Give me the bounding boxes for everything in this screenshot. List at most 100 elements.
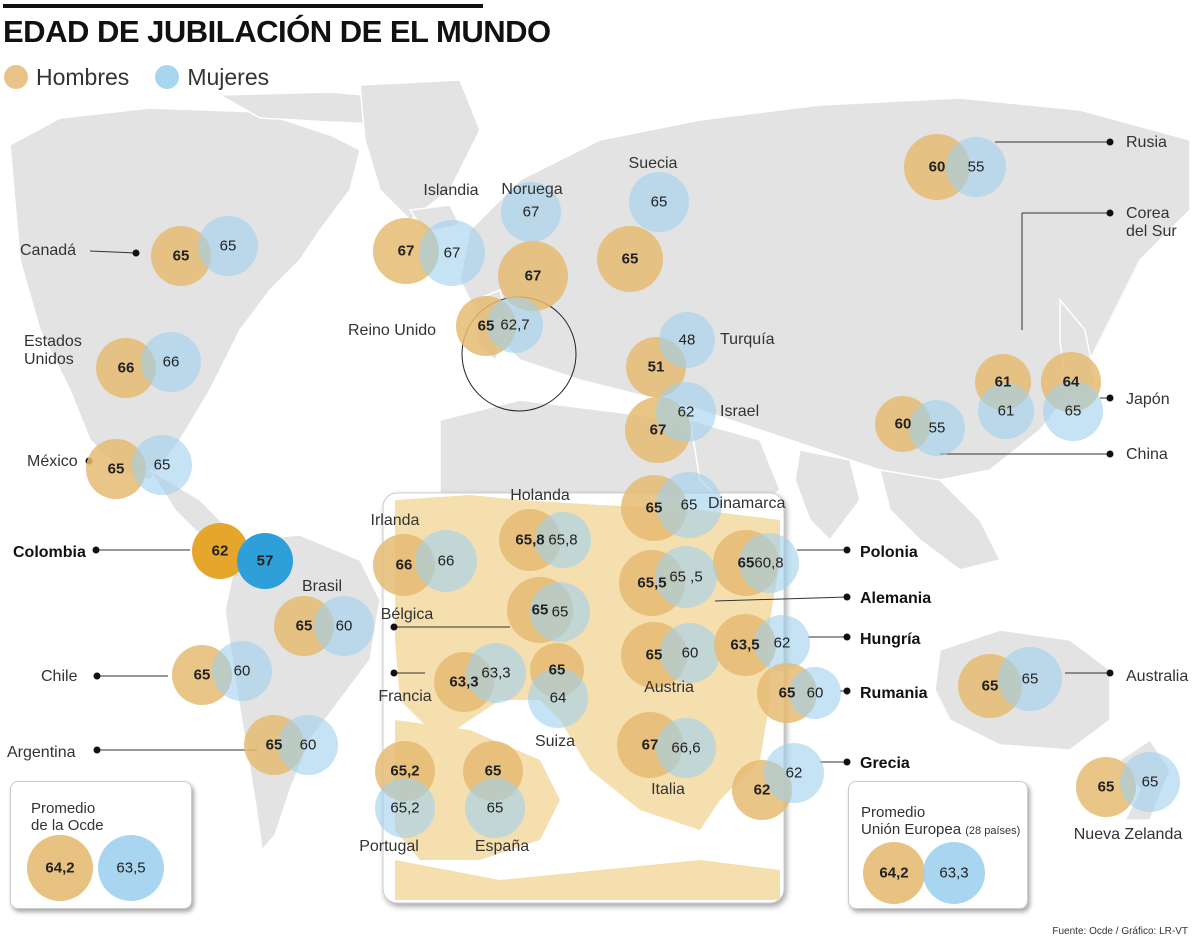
country-label-rusia: Rusia xyxy=(1126,134,1167,151)
legend-swatch-women xyxy=(155,65,180,89)
men-value-chile: 65 xyxy=(194,667,211,684)
leader-line-alemania xyxy=(714,596,848,602)
country-label-suecia: Suecia xyxy=(629,155,678,172)
men-value-mexico: 65 xyxy=(108,461,125,478)
women-value-grecia: 62 xyxy=(786,765,803,782)
eu-average-title-note: (28 países) xyxy=(965,825,1021,837)
women-bubble-alemania xyxy=(655,546,717,608)
legend-item-women: Mujeres xyxy=(155,64,269,91)
men-value-francia: 63,3 xyxy=(449,674,478,691)
leader-dot-colombia xyxy=(92,546,100,554)
ocde-average-title: Promedio de la Ocde xyxy=(31,800,104,834)
women-bubble-australia xyxy=(998,647,1062,711)
source-note: Fuente: Ocde / Gráfico: LR-VT xyxy=(1052,926,1188,937)
men-value-rusia: 60 xyxy=(929,159,946,176)
men-value-turquia: 51 xyxy=(648,359,665,376)
country-label-italia: Italia xyxy=(651,781,685,798)
country-label-hungria: Hungría xyxy=(860,631,921,648)
women-bubble-reino-unido xyxy=(487,297,543,353)
land-greenland xyxy=(359,79,481,221)
women-value-israel: 62 xyxy=(678,404,695,421)
women-bubble-japon xyxy=(1043,381,1103,441)
men-value-suiza: 65 xyxy=(549,662,566,679)
ocde-women-value: 63,5 xyxy=(116,860,145,877)
women-bubble-brasil xyxy=(314,596,374,656)
women-bubble-belgica xyxy=(530,582,590,642)
men-value-corea-del-sur: 61 xyxy=(995,374,1012,391)
women-value-italia: 66,6 xyxy=(671,740,700,757)
women-bubble-estados-unidos xyxy=(141,332,201,392)
men-value-polonia: 65 xyxy=(738,555,755,572)
women-value-turquia: 48 xyxy=(679,332,696,349)
country-label-dinamarca: Dinamarca xyxy=(708,495,785,512)
men-value-australia: 65 xyxy=(982,678,999,695)
women-bubble-grecia xyxy=(764,743,824,803)
women-bubble-noruega xyxy=(501,182,561,242)
eu-average-title-line1: Promedio xyxy=(861,804,926,821)
country-label-belgica: Bélgica xyxy=(381,606,434,623)
men-bubble-canada xyxy=(151,226,211,286)
leader-line-corea-del-sur xyxy=(1021,212,1110,330)
ocde-average-title-line2: de la Ocde xyxy=(31,817,104,834)
men-value-reino-unido: 65 xyxy=(478,318,495,335)
country-label-japon: Japón xyxy=(1126,391,1170,408)
women-value-estados-unidos: 66 xyxy=(163,354,180,371)
men-bubble-estados-unidos xyxy=(96,338,156,398)
country-label-islandia: Islandia xyxy=(423,182,478,199)
men-value-argentina: 65 xyxy=(266,737,283,754)
women-value-argentina: 60 xyxy=(300,737,317,754)
men-value-islandia: 67 xyxy=(398,243,415,260)
women-bubble-hungria xyxy=(754,615,810,671)
land-north-america xyxy=(9,107,361,481)
ocde-average-bubbles: 64,2 63,5 xyxy=(27,835,164,901)
women-value-reino-unido: 62,7 xyxy=(500,317,529,334)
men-value-estados-unidos: 66 xyxy=(118,360,135,377)
title-rule xyxy=(3,4,483,8)
women-value-suiza: 64 xyxy=(550,690,567,707)
country-label-grecia: Grecia xyxy=(860,755,910,772)
eu-average-title: Promedio Unión Europea (28 países) xyxy=(861,804,1020,840)
men-value-noruega: 67 xyxy=(525,268,542,285)
ocde-average-title-line1: Promedio xyxy=(31,800,96,817)
men-value-china: 60 xyxy=(895,416,912,433)
leader-dot-francia xyxy=(390,669,398,677)
women-value-australia: 65 xyxy=(1022,671,1039,688)
leader-dot-rumania xyxy=(843,687,851,695)
leader-dot-belgica xyxy=(390,623,398,631)
country-label-suiza: Suiza xyxy=(535,733,575,750)
ocde-men-value: 64,2 xyxy=(45,860,74,877)
leader-dot-polonia xyxy=(843,546,851,554)
women-value-francia: 63,3 xyxy=(481,665,510,682)
women-value-hungria: 62 xyxy=(774,635,791,652)
country-label-irlanda: Irlanda xyxy=(371,512,420,529)
women-value-nueva-zelanda: 65 xyxy=(1142,774,1159,791)
women-bubble-rusia xyxy=(946,137,1006,197)
land-southeast-asia xyxy=(878,469,1002,571)
men-bubble-nueva-zelanda xyxy=(1076,757,1136,817)
country-label-austria: Austria xyxy=(644,679,694,696)
women-value-suecia: 65 xyxy=(651,194,668,211)
women-bubble-suiza xyxy=(528,668,588,728)
women-bubble-islandia xyxy=(419,220,485,286)
women-bubble-chile xyxy=(212,641,272,701)
legend-item-men: Hombres xyxy=(4,64,129,91)
men-bubble-suecia xyxy=(597,226,663,292)
country-label-estados-unidos-line2: Unidos xyxy=(24,351,74,368)
leader-dot-hungria xyxy=(843,633,851,641)
women-value-mexico: 65 xyxy=(154,457,171,474)
men-value-rumania: 65 xyxy=(779,685,796,702)
leader-dot-canada xyxy=(132,249,140,257)
women-value-japon: 65 xyxy=(1065,403,1082,420)
country-label-reino-unido: Reino Unido xyxy=(348,322,436,339)
women-value-polonia: 60,8 xyxy=(754,555,783,572)
women-bubble-portugal xyxy=(375,778,435,838)
men-value-italia: 67 xyxy=(642,737,659,754)
leader-lines xyxy=(85,138,1114,766)
leader-dot-japon xyxy=(1106,394,1114,402)
women-value-belgica: 65 xyxy=(552,604,569,621)
women-value-colombia: 57 xyxy=(257,553,274,570)
men-value-hungria: 63,5 xyxy=(730,637,759,654)
